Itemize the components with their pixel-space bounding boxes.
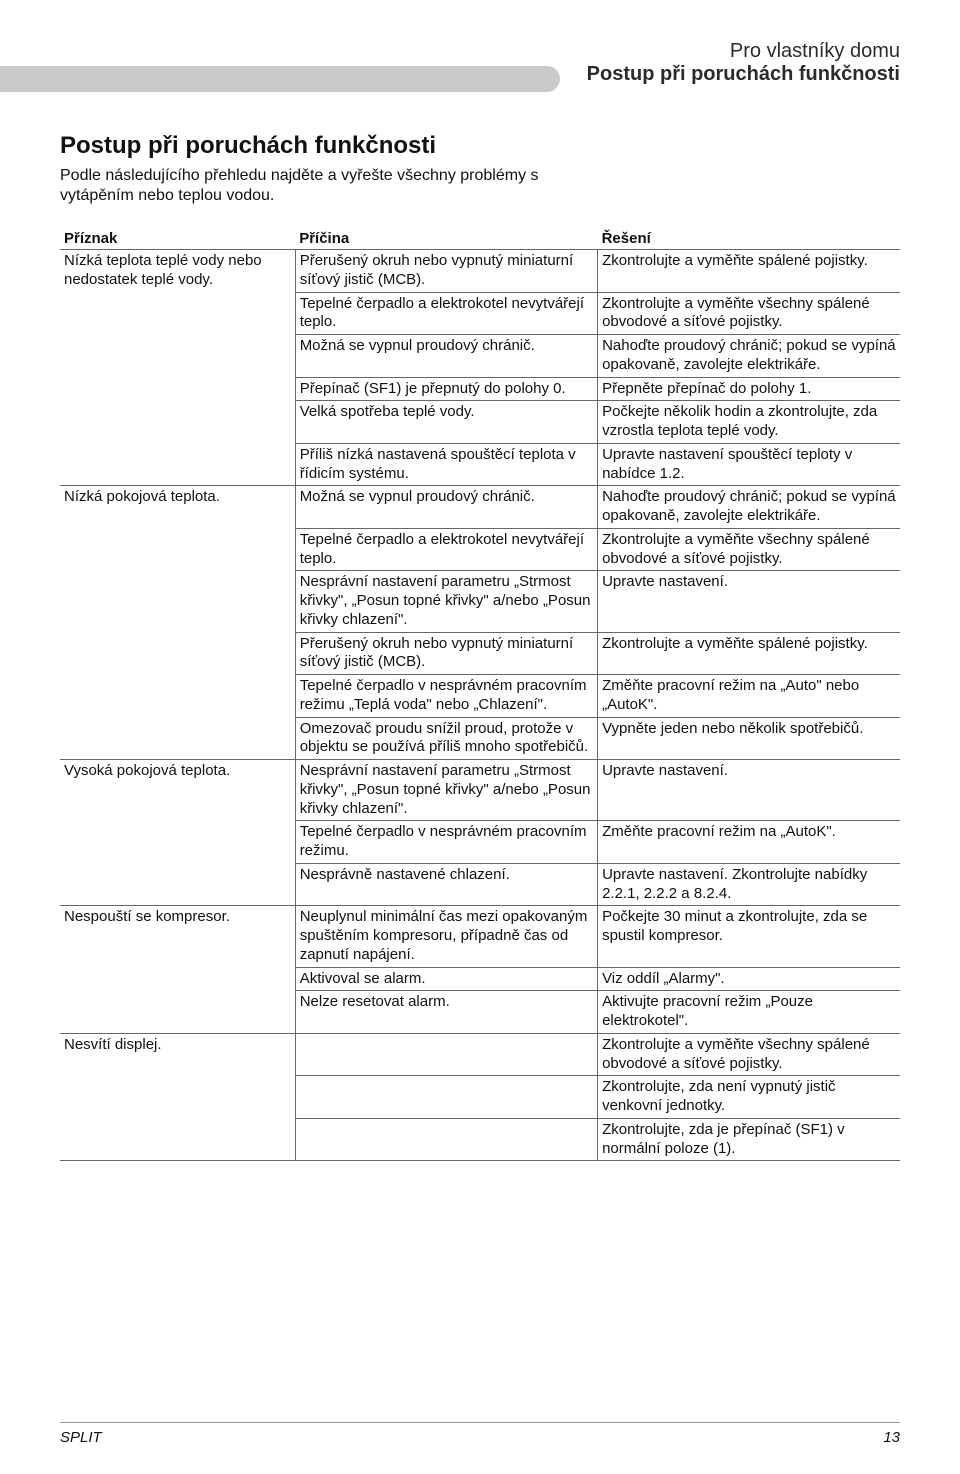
fix-cell: Upravte nastavení. — [598, 760, 900, 821]
symptom-cell: Vysoká pokojová teplota. — [60, 760, 295, 906]
footer-page: 13 — [883, 1429, 900, 1446]
cause-cell — [295, 1076, 597, 1119]
symptom-cell: Nízká pokojová teplota. — [60, 486, 295, 760]
fix-cell: Vypněte jeden nebo několik spotřebičů. — [598, 717, 900, 760]
cause-cell: Tepelné čerpadlo a elektrokotel nevytvář… — [295, 528, 597, 571]
fix-cell: Změňte pracovní režim na „Auto" nebo „Au… — [598, 675, 900, 718]
cause-cell: Aktivoval se alarm. — [295, 967, 597, 991]
header-strip: Pro vlastníky domu Postup při poruchách … — [60, 40, 900, 104]
table-row: Nízká teplota teplé vody nebo nedostatek… — [60, 250, 900, 293]
troubleshooting-table: PříznakPříčinaŘešení Nízká teplota teplé… — [60, 228, 900, 1161]
symptom-cell: Nesvítí displej. — [60, 1033, 295, 1161]
cause-cell: Omezovač proudu snížil proud, protože v … — [295, 717, 597, 760]
header-text: Pro vlastníky domu Postup při poruchách … — [587, 40, 900, 86]
symptom-cell: Nízká teplota teplé vody nebo nedostatek… — [60, 250, 295, 486]
fix-cell: Přepněte přepínač do polohy 1. — [598, 377, 900, 401]
cause-cell: Tepelné čerpadlo a elektrokotel nevytvář… — [295, 292, 597, 335]
table-header-1: Příčina — [295, 228, 597, 250]
fix-cell: Aktivujte pracovní režim „Pouze elektrok… — [598, 991, 900, 1034]
cause-cell: Nesprávně nastavené chlazení. — [295, 863, 597, 906]
fix-cell: Zkontrolujte a vyměňte spálené pojistky. — [598, 632, 900, 675]
fix-cell: Počkejte 30 minut a zkontrolujte, zda se… — [598, 906, 900, 967]
cause-cell: Možná se vypnul proudový chránič. — [295, 335, 597, 378]
fix-cell: Upravte nastavení. — [598, 571, 900, 632]
table-row: Vysoká pokojová teplota.Nesprávní nastav… — [60, 760, 900, 821]
fix-cell: Zkontrolujte a vyměňte všechny spálené o… — [598, 292, 900, 335]
fix-cell: Zkontrolujte a vyměňte spálené pojistky. — [598, 250, 900, 293]
cause-cell: Tepelné čerpadlo v nesprávném pracovním … — [295, 675, 597, 718]
table-header-0: Příznak — [60, 228, 295, 250]
cause-cell: Nelze resetovat alarm. — [295, 991, 597, 1034]
table-row: Nesvítí displej.Zkontrolujte a vyměňte v… — [60, 1033, 900, 1076]
fix-cell: Nahoďte proudový chránič; pokud se vypín… — [598, 486, 900, 529]
header-line2: Postup při poruchách funkčnosti — [587, 63, 900, 86]
page-footer: SPLIT 13 — [60, 1422, 900, 1446]
header-line1: Pro vlastníky domu — [587, 40, 900, 63]
cause-cell — [295, 1118, 597, 1161]
fix-cell: Zkontrolujte, zda není vypnutý jistič ve… — [598, 1076, 900, 1119]
cause-cell: Přepínač (SF1) je přepnutý do polohy 0. — [295, 377, 597, 401]
symptom-cell: Nespouští se kompresor. — [60, 906, 295, 1034]
fix-cell: Zkontrolujte a vyměňte všechny spálené o… — [598, 1033, 900, 1076]
cause-cell: Příliš nízká nastavená spouštěcí teplota… — [295, 443, 597, 486]
cause-cell: Možná se vypnul proudový chránič. — [295, 486, 597, 529]
table-row: Nízká pokojová teplota.Možná se vypnul p… — [60, 486, 900, 529]
fix-cell: Změňte pracovní režim na „AutoK". — [598, 821, 900, 864]
fix-cell: Počkejte několik hodin a zkontrolujte, z… — [598, 401, 900, 444]
fix-cell: Viz oddíl „Alarmy". — [598, 967, 900, 991]
intro-text: Podle následujícího přehledu najděte a v… — [60, 166, 580, 206]
cause-cell: Přerušený okruh nebo vypnutý miniaturní … — [295, 250, 597, 293]
fix-cell: Upravte nastavení spouštěcí teploty v na… — [598, 443, 900, 486]
section-title: Postup při poruchách funkčnosti — [60, 132, 900, 160]
cause-cell: Nesprávní nastavení parametru „Strmost k… — [295, 571, 597, 632]
fix-cell: Zkontrolujte a vyměňte všechny spálené o… — [598, 528, 900, 571]
cause-cell: Přerušený okruh nebo vypnutý miniaturní … — [295, 632, 597, 675]
table-header-2: Řešení — [598, 228, 900, 250]
fix-cell: Nahoďte proudový chránič; pokud se vypín… — [598, 335, 900, 378]
table-row: Nespouští se kompresor.Neuplynul minimál… — [60, 906, 900, 967]
cause-cell: Nesprávní nastavení parametru „Strmost k… — [295, 760, 597, 821]
cause-cell — [295, 1033, 597, 1076]
cause-cell: Tepelné čerpadlo v nesprávném pracovním … — [295, 821, 597, 864]
footer-doc: SPLIT — [60, 1429, 102, 1446]
cause-cell: Velká spotřeba teplé vody. — [295, 401, 597, 444]
cause-cell: Neuplynul minimální čas mezi opakovaným … — [295, 906, 597, 967]
fix-cell: Upravte nastavení. Zkontrolujte nabídky … — [598, 863, 900, 906]
fix-cell: Zkontrolujte, zda je přepínač (SF1) v no… — [598, 1118, 900, 1161]
